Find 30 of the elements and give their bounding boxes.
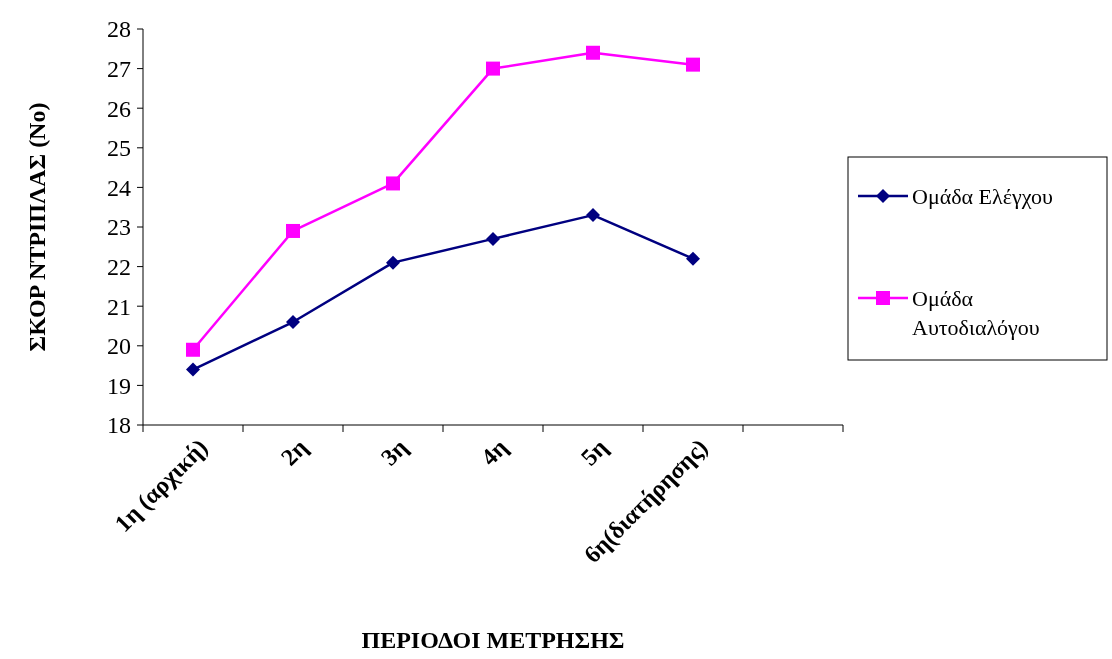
y-tick-label: 22 — [107, 254, 131, 280]
legend-label: Ομάδα Ελέγχου — [912, 183, 1053, 209]
point — [286, 223, 300, 238]
y-tick-label: 28 — [107, 16, 131, 43]
point — [686, 251, 700, 266]
point — [486, 231, 500, 246]
y-tick-label: 25 — [107, 135, 131, 162]
y-tick-label: 21 — [107, 293, 131, 320]
point — [386, 255, 400, 270]
x-tick-label: 3η — [375, 434, 413, 471]
point — [586, 45, 600, 60]
point — [386, 176, 400, 191]
y-axis-title: ΣΚΟΡ ΝΤΡΙΠΛΑΣ (Νο) — [24, 102, 50, 352]
x-tick-label: 2η — [275, 434, 313, 471]
y-tick-label: 27 — [107, 56, 131, 82]
point — [586, 208, 600, 223]
y-tick-label: 24 — [107, 174, 131, 201]
point — [186, 342, 200, 357]
point — [486, 61, 500, 76]
x-tick-label: 4η — [475, 434, 513, 471]
y-tick-label: 26 — [107, 95, 131, 122]
y-tick-label: 18 — [107, 412, 131, 439]
y-tick-label: 19 — [107, 372, 131, 399]
legend-label: Ομάδα Αυτοδιαλόγου — [912, 285, 1040, 341]
point — [286, 315, 300, 330]
point — [186, 362, 200, 377]
y-tick-label: 20 — [107, 333, 131, 360]
y-tick-label: 23 — [107, 214, 131, 241]
point — [686, 57, 700, 72]
x-axis-title: ΠΕΡΙΟΔΟΙ ΜΕΤΡΗΣΗΣ — [361, 627, 625, 653]
